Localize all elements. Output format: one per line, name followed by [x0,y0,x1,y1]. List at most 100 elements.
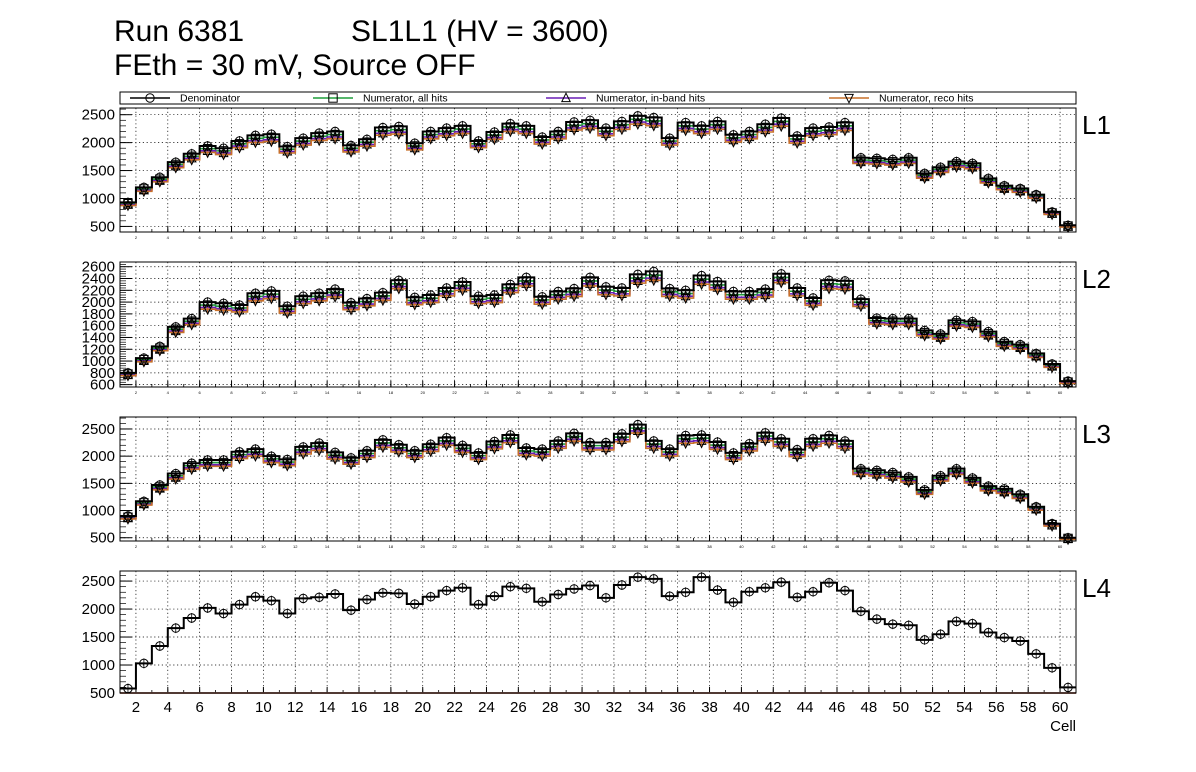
x-tick-label: 30 [574,699,591,716]
panels: 2 4 6 8 10 12 14 16 18 20 22 24 26 28 30 32 34 36 38 40 42 44… [82,107,1111,716]
data-point [872,153,882,163]
x-tick-label-small: 14 [325,544,330,549]
x-tick-label-small: 30 [580,235,585,240]
x-tick-label-small: 52 [930,235,935,240]
data-point [1047,359,1057,369]
y-tick-label: 1500 [82,475,115,492]
data-point [266,595,277,606]
x-tick-label-small: 26 [516,544,521,549]
data-point [171,322,181,332]
y-tick-label: 1000 [82,190,115,207]
data-point [712,585,723,595]
data-point [171,623,181,633]
data-point [139,658,149,669]
x-tick-label-small: 26 [516,235,521,240]
data-point [537,132,547,142]
x-tick-label-small: 24 [484,390,489,395]
data-point [282,454,292,465]
x-tick-label-small: 44 [803,544,808,549]
x-tick-label-small: 34 [644,544,649,549]
data-point [999,632,1009,643]
x-tick-label-small: 56 [994,235,999,240]
panel-label: L4 [1082,573,1111,603]
data-point [394,275,404,285]
x-tick-label-small: 34 [644,390,649,395]
data-point [919,635,930,645]
data-point [696,270,707,281]
legend-marker [328,93,338,103]
y-tick-label: 2500 [82,421,115,438]
data-point [951,156,962,167]
data-point [983,326,994,337]
data-point [585,580,595,591]
data-point [187,458,197,468]
data-point [187,149,197,159]
data-point [935,471,946,481]
x-tick-label-small: 16 [357,235,362,240]
x-tick-label-small: 10 [261,235,266,240]
data-point [744,286,755,297]
x-tick-label-small: 22 [452,390,457,395]
x-tick-label-small: 60 [1058,390,1063,395]
data-point [441,585,452,596]
data-point [1031,348,1041,359]
data-point [394,440,404,450]
data-point [680,285,691,296]
data-point [967,473,978,483]
data-point [585,272,595,283]
data-point [187,313,197,324]
data-point [712,437,723,447]
x-tick-label-small: 6 [199,390,202,395]
data-point [792,131,802,141]
legend-marker [560,92,572,103]
series-denominator [120,110,1076,231]
data-point [139,353,149,363]
data-point [633,269,643,280]
data-point [999,180,1009,191]
legend-item: Denominator [130,93,241,105]
data-point [680,117,691,128]
x-tick-label-small: 58 [1026,544,1031,549]
data-point [649,436,659,446]
x-tick-label-small: 18 [389,390,394,395]
data-point [728,130,739,140]
data-point [394,121,404,132]
data-point [824,430,834,441]
data-point [1031,649,1041,659]
x-tick-label: 2 [132,699,140,716]
panel-l3: 2 4 6 8 10 12 14 16 18 20 22 24 26 28 30 32 34 36 38 40 42 44… [82,416,1111,549]
x-tick-label: 48 [861,699,878,716]
data-point [792,283,802,293]
data-point [234,136,245,146]
panel-l1: 2 4 6 8 10 12 14 16 18 20 22 24 26 28 30 32 34 36 38 40 42 44… [82,107,1111,240]
x-tick-label-small: 12 [293,235,298,240]
data-point [1047,663,1057,673]
x-tick-label-small: 4 [167,544,170,549]
data-point [840,585,850,596]
data-point [473,291,484,301]
x-tick-label-small: 28 [548,390,553,395]
y-tick-label: 2200 [82,282,115,299]
data-point [744,587,755,597]
data-point [410,138,420,148]
data-point [601,593,611,603]
data-point [999,484,1009,494]
data-point [696,572,707,582]
data-point [202,141,213,151]
data-point [1015,489,1025,499]
x-tick-label-small: 32 [612,235,617,240]
data-point [426,290,436,300]
x-axis-label: Cell [1050,718,1076,735]
panel-label: L3 [1082,419,1111,449]
data-point [250,444,261,454]
legend-item: Numerator, reco hits [829,93,974,105]
plot-frame-top [119,107,1077,233]
legend-label: Numerator, reco hits [879,93,974,105]
x-tick-label: 36 [669,699,686,716]
data-point [1063,682,1073,693]
step-line [120,576,1076,690]
x-tick-label-small: 30 [580,390,585,395]
data-point [808,587,818,597]
data-point [489,436,500,447]
x-tick-label-small: 16 [357,544,362,549]
